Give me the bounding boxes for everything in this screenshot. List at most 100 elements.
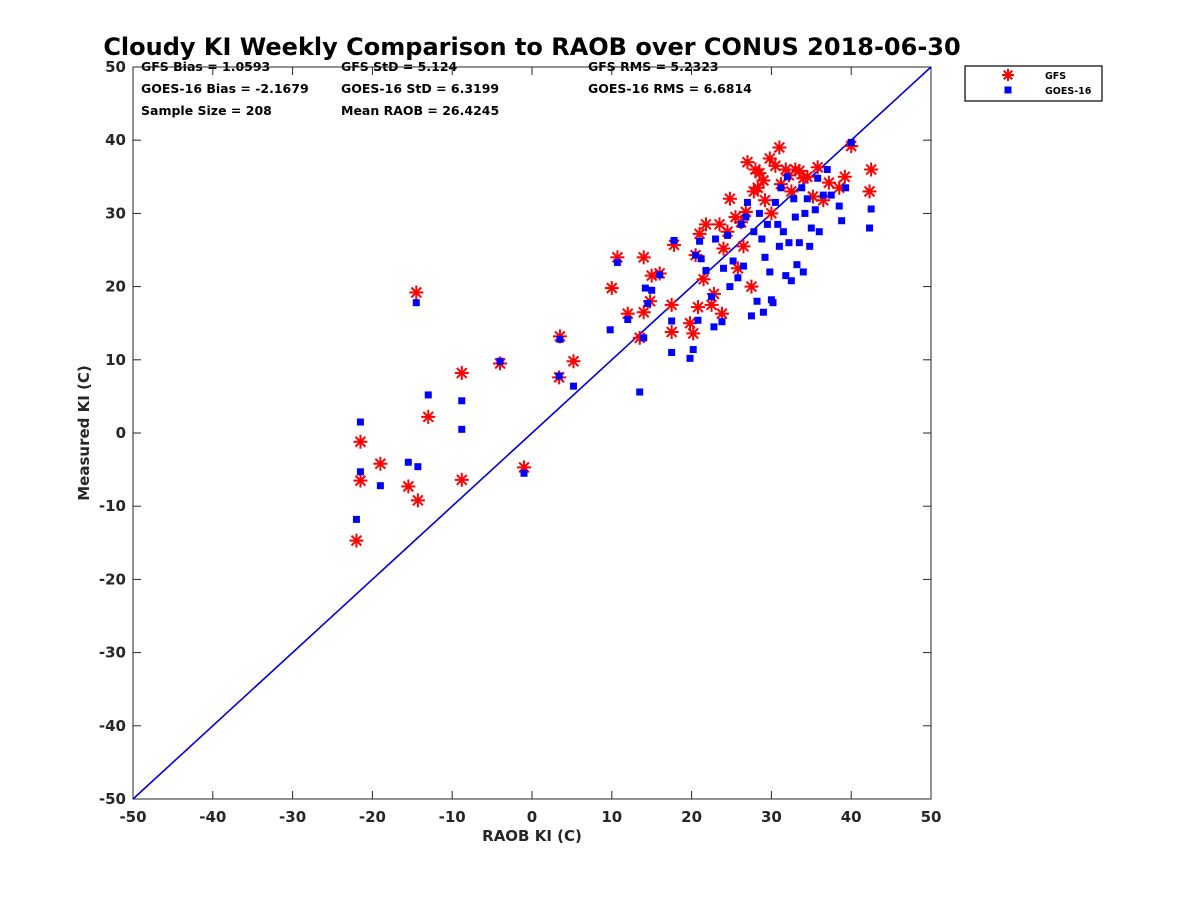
goes16-point [779,228,787,236]
goes16-point [404,458,412,466]
stat-text: GOES-16 StD = 6.3199 [341,81,499,96]
goes16-point [761,253,769,261]
goes16-point [644,299,652,307]
gfs-point [421,409,436,424]
legend-gfs-marker [1002,69,1014,81]
gfs-point [410,493,425,508]
x-axis-label: RAOB KI (C) [482,827,582,845]
x-tick-label: 20 [681,808,702,826]
goes16-point [710,323,718,331]
gfs-point [698,217,713,232]
goes16-point [412,299,420,307]
gfs-point [810,160,825,175]
gfs-point [750,180,765,195]
goes16-point [866,224,874,232]
gfs-point [604,281,619,296]
stat-text: Mean RAOB = 26.4245 [341,103,499,118]
goes16-point [823,165,831,173]
goes16-point [376,482,384,490]
goes16-point [670,236,678,244]
goes16-point [656,271,664,279]
goes16-point [718,318,726,326]
goes16-point [496,357,504,365]
goes16-point [726,283,734,291]
goes16-point [555,372,563,380]
goes16-point [803,195,811,203]
goes16-point [747,312,755,320]
goes16-point [720,264,728,272]
gfs-point [401,479,416,494]
goes16-point [806,242,814,250]
goes16-point [742,213,750,221]
goes16-point [758,235,766,243]
legend-box [964,65,1103,102]
x-tick-label: 40 [841,808,862,826]
y-tick-label: -20 [99,570,126,588]
goes16-point [799,268,807,276]
x-tick-label: 0 [527,808,537,826]
goes16-point [689,346,697,354]
y-axis-label: Measured KI (C) [75,365,93,501]
gfs-point [373,456,388,471]
x-tick-label: -10 [439,808,466,826]
goes16-point [356,468,364,476]
goes16-point [766,268,774,276]
gfs-point [764,206,779,221]
gfs-point [664,297,679,312]
goes16-point [613,258,621,266]
y-tick-label: -10 [99,497,126,515]
gfs-point [696,272,711,287]
gfs-point [744,279,759,294]
x-tick-label: 50 [921,808,942,826]
gfs-point [409,285,424,300]
goes16-point [414,463,422,471]
goes16-point [424,391,432,399]
goes16-point [624,316,632,324]
goes16-point [686,354,694,362]
gfs-point [768,158,783,173]
goes16-point [769,299,777,307]
stat-text: GOES-16 RMS = 6.6814 [588,81,752,96]
goes16-point [694,316,702,324]
gfs-point [636,305,651,320]
goes16-point [724,231,732,239]
goes16-point [771,198,779,206]
goes16-point [729,257,737,265]
goes16-point [798,184,806,192]
goes16-point [811,206,819,214]
gfs-point [716,241,731,256]
gfs-point [690,300,705,315]
statistics-block: GFS Bias = 1.0593 GFS StD = 5.124 GFS RMS … [141,59,752,118]
goes16-point [708,293,716,301]
gfs-point [566,354,581,369]
x-tick-label: -30 [279,808,306,826]
goes16-point [815,228,823,236]
goes16-point [641,284,649,292]
y-tick-label: 50 [105,58,126,76]
legend: GFS GOES-16 [964,65,1103,102]
gfs-point [636,250,651,265]
goes16-point [356,418,364,426]
goes16-point [801,209,809,217]
goes16-point [755,209,763,217]
gfs-point [762,151,777,166]
goes16-point [352,515,360,523]
stat-text: Sample Size = 208 [141,103,272,118]
gfs-point [864,162,879,177]
gfs-point [454,472,469,487]
goes16-point [636,388,644,396]
gfs-point [800,169,815,184]
goes16-point [787,277,795,285]
goes16-point [795,239,803,247]
y-tick-label: 10 [105,351,126,369]
goes16-point [759,308,767,316]
goes16-point [640,334,648,342]
gfs-point [756,173,771,188]
goes16-point [838,217,846,225]
gfs-point [821,175,836,190]
axis-ticks: -50 -40 -30 -20 -10 0 10 20 30 40 50 -50 -40 -30 -20 -1… [99,58,942,826]
x-tick-label: 30 [761,808,782,826]
x-tick-label: -50 [119,808,146,826]
goes16-point [750,228,758,236]
